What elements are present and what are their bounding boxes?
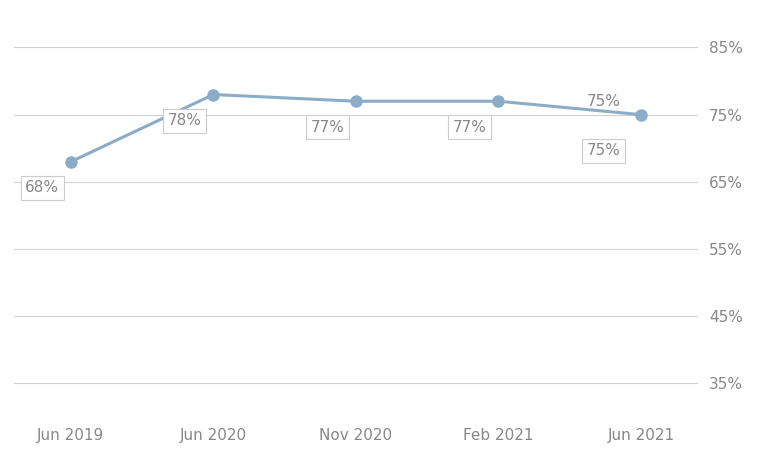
Text: 78%: 78% [168, 113, 201, 128]
Text: 77%: 77% [453, 120, 487, 135]
Text: 77%: 77% [310, 120, 344, 135]
Text: 75%: 75% [587, 94, 621, 109]
Text: 68%: 68% [25, 181, 59, 195]
Text: 75%: 75% [587, 143, 621, 158]
